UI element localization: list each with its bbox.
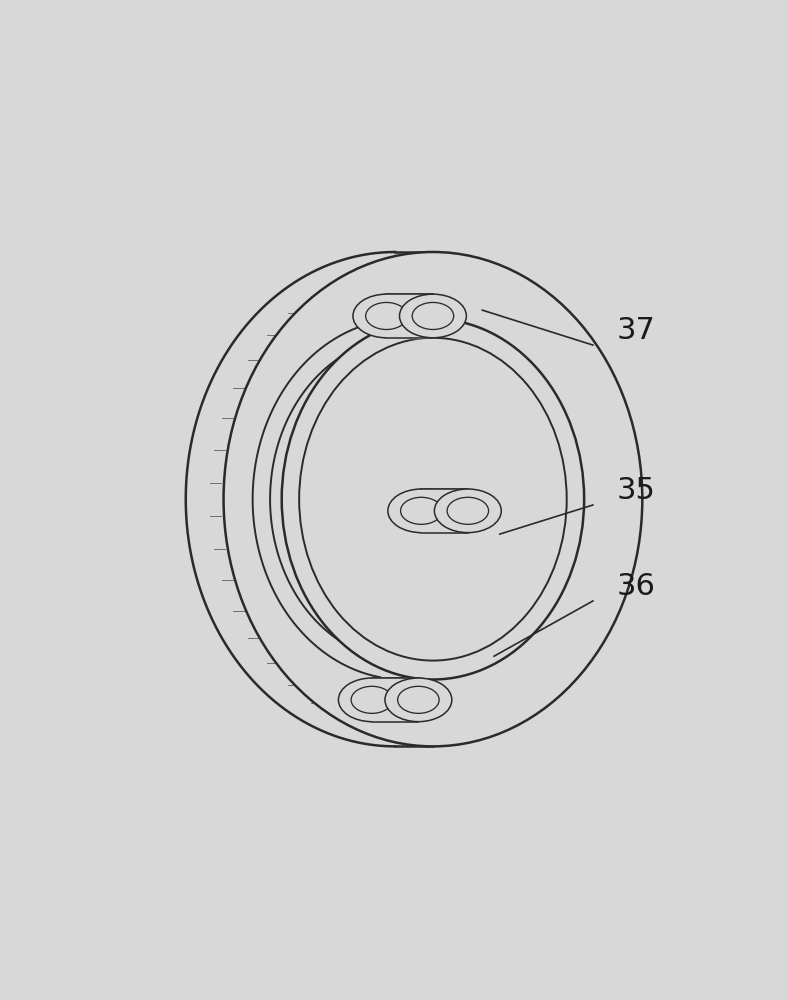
Polygon shape xyxy=(422,489,468,533)
Ellipse shape xyxy=(400,294,466,338)
Ellipse shape xyxy=(385,678,452,722)
Text: 35: 35 xyxy=(616,476,655,505)
Polygon shape xyxy=(372,678,418,722)
Text: 36: 36 xyxy=(616,572,655,601)
Ellipse shape xyxy=(353,294,420,338)
Ellipse shape xyxy=(338,678,405,722)
Ellipse shape xyxy=(434,489,501,533)
Ellipse shape xyxy=(224,252,642,746)
Ellipse shape xyxy=(282,319,584,679)
Polygon shape xyxy=(253,321,383,677)
Polygon shape xyxy=(386,294,433,338)
Text: 37: 37 xyxy=(616,316,655,345)
Ellipse shape xyxy=(340,389,526,610)
Polygon shape xyxy=(186,252,395,746)
Ellipse shape xyxy=(388,489,455,533)
